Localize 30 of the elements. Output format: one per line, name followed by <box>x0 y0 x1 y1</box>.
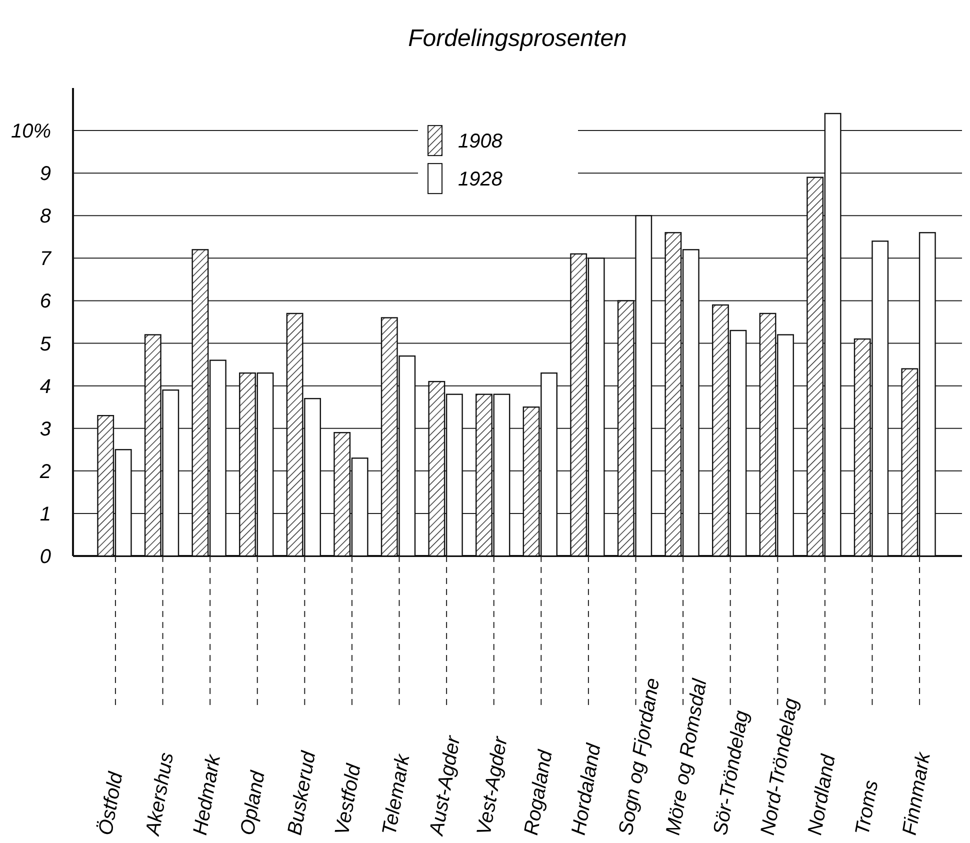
chart-title: Fordelingsprosenten <box>408 25 627 52</box>
y-tick-label: 6 <box>40 290 52 313</box>
y-tick-label: 3 <box>40 418 51 440</box>
legend-label: 1928 <box>458 168 502 191</box>
y-tick-label: 9 <box>40 163 51 186</box>
x-tick-label: Opland <box>236 768 270 837</box>
x-tick-label: Vestfold <box>331 762 366 837</box>
x-tick-label: Finnmark <box>898 750 936 837</box>
x-tick-label: Nordland <box>804 752 840 837</box>
x-tick-label: Hordaland <box>568 741 606 837</box>
x-tick-label: Hedmark <box>189 752 226 837</box>
x-tick-label: Troms <box>851 778 883 837</box>
x-tick-label: Möre og Romsdal <box>662 677 712 837</box>
x-tick-label: Akershus <box>142 750 178 838</box>
y-tick-label: 7 <box>40 248 52 270</box>
y-tick-label: 5 <box>40 333 52 356</box>
y-tick-label: 4 <box>40 376 51 398</box>
y-tick-label: 1 <box>40 503 51 526</box>
y-tick-label: 8 <box>40 206 51 228</box>
y-tick-label: 0 <box>40 546 51 568</box>
x-tick-label: Telemark <box>378 752 415 837</box>
x-tick-label: Sogn og Fjordane <box>615 676 664 837</box>
y-tick-label: 2 <box>38 460 51 483</box>
x-tick-label: Östfold <box>94 770 128 837</box>
legend-label: 1908 <box>458 130 502 153</box>
x-tick-label: Vest-Agder <box>473 734 512 837</box>
x-tick-label: Rogaland <box>520 748 558 837</box>
x-tick-label: Buskerud <box>284 748 320 837</box>
x-tick-label: Aust-Agder <box>426 733 466 838</box>
y-tick-label: 10% <box>10 120 51 143</box>
